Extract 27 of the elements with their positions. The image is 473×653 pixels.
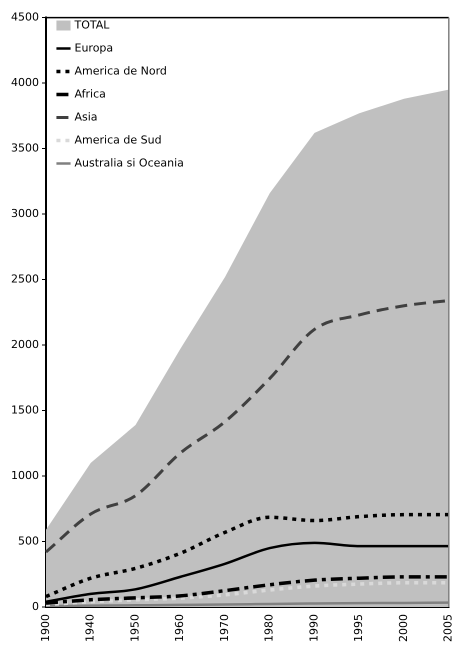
x-tick-label: 1950 bbox=[128, 614, 142, 642]
y-tick-label: 2000 bbox=[10, 338, 39, 351]
legend-label: America de Sud bbox=[74, 133, 162, 146]
legend-label: Asia bbox=[74, 110, 98, 124]
legend-label: America de Nord bbox=[74, 64, 167, 78]
legend-label: Europa bbox=[74, 41, 114, 54]
x-tick-label: 1995 bbox=[352, 614, 366, 642]
y-tick-label: 3500 bbox=[10, 141, 39, 154]
y-tick-label: 4500 bbox=[10, 10, 39, 24]
x-tick-label: 1990 bbox=[307, 614, 320, 642]
x-tick-label: 1940 bbox=[84, 614, 97, 642]
legend-label: TOTAL bbox=[73, 18, 110, 32]
legend-label: Australia si Oceania bbox=[74, 156, 184, 170]
y-tick-label: 1500 bbox=[10, 403, 39, 416]
y-tick-label: 0 bbox=[32, 600, 39, 613]
x-tick-label: 2000 bbox=[396, 614, 410, 642]
y-tick-label: 1000 bbox=[10, 468, 39, 482]
y-tick-label: 2500 bbox=[10, 272, 39, 286]
x-tick-label: 1980 bbox=[262, 614, 276, 642]
x-tick-label: 1960 bbox=[173, 614, 186, 642]
x-tick-label: 2005 bbox=[442, 614, 455, 642]
legend-label: Africa bbox=[74, 87, 106, 100]
y-tick-label: 3000 bbox=[10, 206, 39, 220]
x-tick-label: 1900 bbox=[38, 614, 52, 642]
x-tick-label: 1970 bbox=[218, 614, 231, 642]
y-tick-label: 4000 bbox=[10, 76, 39, 89]
y-tick-label: 500 bbox=[18, 534, 39, 548]
